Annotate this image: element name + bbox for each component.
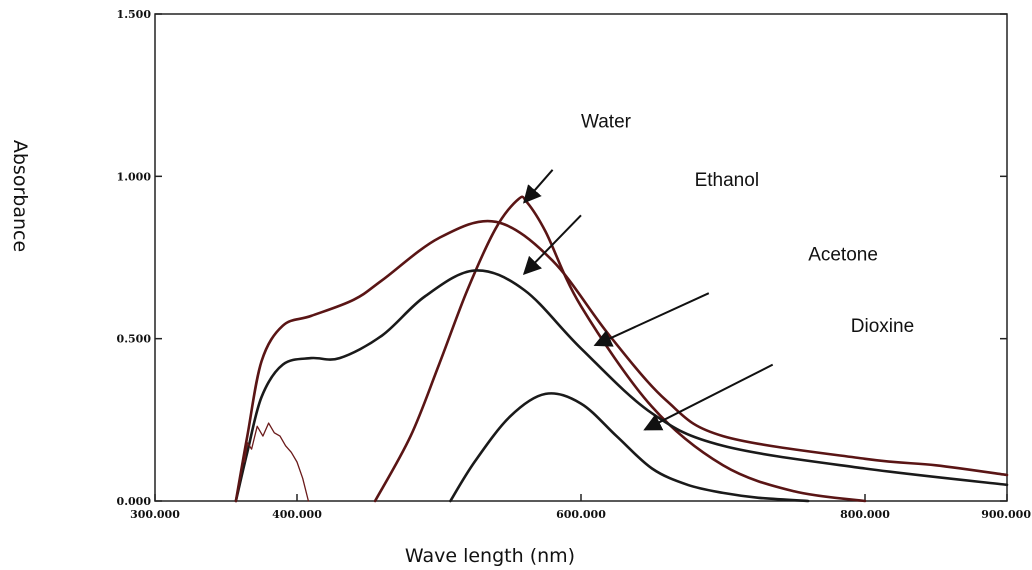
series-line-dioxine: [449, 392, 810, 503]
x-axis-title: Wave length (nm): [405, 545, 575, 567]
x-tick-label: 900.000: [981, 508, 1031, 521]
arrow-ethanol: [522, 214, 582, 276]
y-tick-label: 0.000: [117, 495, 152, 508]
series-line-noise: [243, 422, 310, 502]
x-tick-label: 300.000: [130, 508, 180, 521]
x-tick-label: 400.000: [272, 508, 322, 521]
series-lines: [234, 195, 1009, 503]
series-line-acetone: [234, 219, 1009, 503]
arrow-dioxine: [643, 363, 774, 431]
label-water: Water: [581, 112, 632, 133]
series-line-water: [373, 195, 867, 503]
y-tick-label: 1.000: [117, 170, 152, 183]
series-line-ethanol: [234, 269, 1009, 503]
y-axis-title: Absorbance: [9, 140, 31, 252]
label-dioxine: Dioxine: [851, 316, 914, 337]
plot-area: [154, 13, 1008, 502]
y-axis-ticks: 0.000 0.500 1.000 1.500: [117, 8, 1007, 508]
label-ethanol: Ethanol: [695, 170, 759, 191]
x-tick-label: 800.000: [840, 508, 890, 521]
arrow-acetone: [593, 292, 710, 347]
y-tick-label: 1.500: [117, 8, 152, 21]
x-axis-ticks: 300.000 400.000 600.000 800.000 900.000: [130, 494, 1031, 521]
label-acetone: Acetone: [808, 245, 878, 266]
arrow-water: [523, 169, 554, 204]
x-tick-label: 600.000: [556, 508, 606, 521]
y-tick-label: 0.500: [117, 333, 152, 346]
curve-annotations: Water Ethanol Acetone Dioxine: [522, 112, 914, 431]
